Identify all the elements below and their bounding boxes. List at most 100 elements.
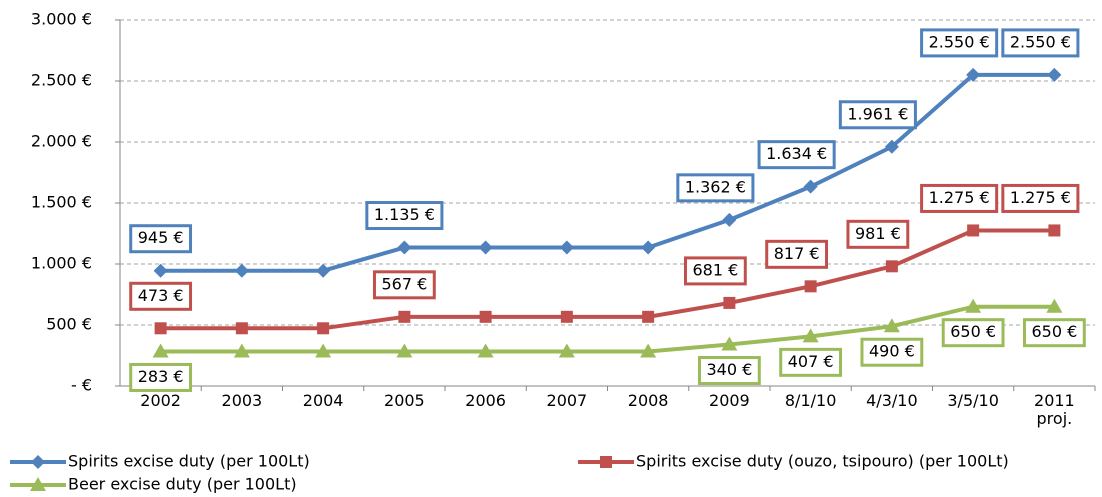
label-box [920, 183, 999, 213]
data-point [1048, 224, 1061, 237]
data-point [558, 343, 575, 358]
data-label: 981 € [855, 224, 901, 243]
data-label: 1.961 € [847, 104, 908, 123]
x-tick-label: 2002 [140, 391, 181, 410]
label-box [757, 140, 836, 170]
legend-label: Beer excise duty (per 100Lt) [68, 475, 297, 494]
data-label: 473 € [138, 286, 184, 305]
y-tick-label: 1.500 € [31, 193, 92, 212]
label-box [129, 281, 193, 311]
label-box [1022, 318, 1086, 348]
label-box [1001, 28, 1080, 58]
data-point [479, 310, 492, 323]
data-point [884, 139, 899, 154]
label-box [779, 347, 843, 377]
data-label: 567 € [381, 274, 427, 293]
label-box [683, 256, 747, 286]
data-point [559, 240, 574, 255]
label-box [129, 224, 193, 254]
x-tick-label: 2011 proj. [1034, 391, 1075, 428]
legend-marker [31, 455, 45, 469]
legend-marker [30, 477, 46, 491]
series-line [160, 304, 1055, 354]
data-point [316, 263, 331, 278]
data-label: 650 € [1031, 322, 1077, 341]
data-label: 1.362 € [685, 177, 746, 196]
data-point [722, 212, 737, 227]
data-point [641, 240, 656, 255]
data-point [478, 240, 493, 255]
data-point [723, 296, 736, 309]
x-tick-label: 2008 [627, 391, 669, 410]
data-label: 681 € [692, 260, 738, 279]
data-point [967, 224, 980, 237]
data-point [152, 343, 169, 358]
label-box [920, 28, 999, 58]
data-label: 2.550 € [929, 32, 990, 51]
data-point [154, 322, 167, 335]
series-line [160, 72, 1055, 273]
y-tick-label: 2.000 € [31, 132, 92, 151]
data-label: 1.135 € [374, 205, 435, 224]
data-label: 2.550 € [1010, 32, 1071, 51]
data-label: 650 € [950, 322, 996, 341]
data-label: 945 € [138, 228, 184, 247]
x-tick-label: 2003 [221, 391, 263, 410]
data-point [885, 260, 898, 273]
data-point [802, 328, 819, 343]
data-point [721, 336, 738, 351]
legend-label: Spirits excise duty (ouzo, tsipouro) (pe… [636, 452, 1009, 471]
data-point [966, 67, 981, 82]
data-point [965, 298, 982, 313]
data-point [803, 179, 818, 194]
label-box [697, 356, 761, 386]
data-point [560, 310, 573, 323]
x-tick-label: 2009 [709, 391, 750, 410]
data-label: 407 € [788, 352, 834, 371]
data-point [642, 310, 655, 323]
data-point [317, 322, 330, 335]
x-tick-label: 8/1/10 [784, 391, 837, 410]
data-label: 1.275 € [1010, 188, 1071, 207]
data-label: 340 € [706, 360, 752, 379]
data-label: 1.275 € [929, 188, 990, 207]
label-box [765, 239, 829, 269]
y-tick-label: 1.000 € [31, 254, 92, 273]
label-box [860, 337, 924, 367]
data-label: 817 € [774, 244, 820, 263]
x-tick-label: 2005 [384, 391, 425, 410]
label-box [941, 318, 1005, 348]
label-box [372, 270, 436, 300]
data-point [398, 310, 411, 323]
data-point [153, 263, 168, 278]
label-box [129, 362, 193, 392]
x-tick-label: 2006 [465, 391, 506, 410]
data-point [235, 322, 248, 335]
y-tick-label: 500 € [46, 315, 92, 334]
data-point [396, 343, 413, 358]
label-box [846, 219, 910, 249]
label-box [676, 173, 755, 203]
y-tick-label: - € [71, 376, 92, 395]
label-box [838, 100, 917, 130]
x-tick-label: 3/5/10 [947, 391, 999, 410]
label-box [365, 201, 444, 231]
data-point [477, 343, 494, 358]
x-tick-label: 2004 [302, 391, 344, 410]
series-line [160, 228, 1055, 331]
legend-label: Spirits excise duty (per 100Lt) [68, 452, 310, 471]
data-point [397, 240, 412, 255]
data-point [640, 343, 657, 358]
data-point [234, 263, 249, 278]
data-label: 1.634 € [766, 144, 827, 163]
data-point [883, 318, 900, 333]
data-point [233, 343, 250, 358]
x-tick-label: 2007 [546, 391, 588, 410]
data-point [804, 280, 817, 293]
data-label: 490 € [869, 342, 915, 361]
label-box [1001, 183, 1080, 213]
data-point [1047, 67, 1062, 82]
x-tick-label: 4/3/10 [866, 391, 918, 410]
